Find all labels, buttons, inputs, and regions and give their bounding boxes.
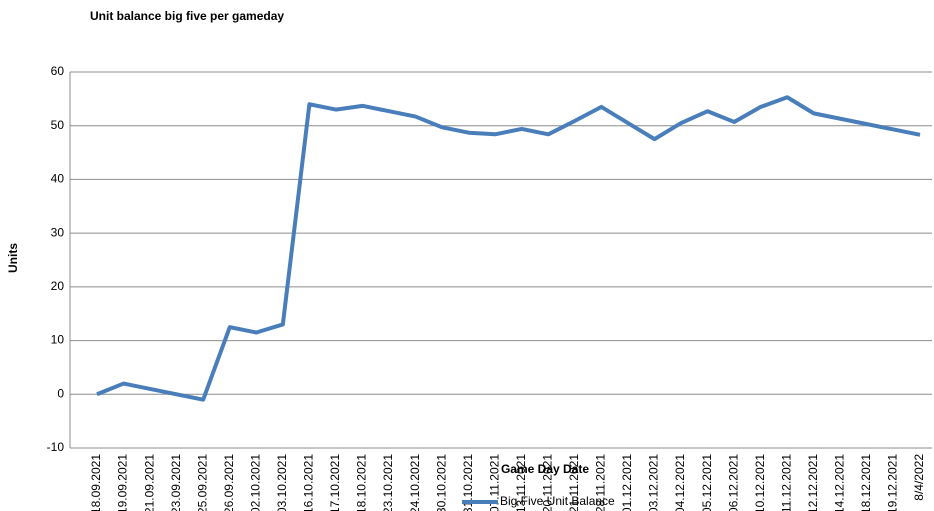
y-tick-label: 20 [51, 279, 65, 293]
x-tick-label: 18.09.2021 [89, 454, 103, 511]
x-tick-label: 03.10.2021 [275, 454, 289, 511]
x-tick-label: 16.10.2021 [302, 454, 316, 511]
x-tick-label: 23.09.2021 [169, 454, 183, 511]
x-tick-label: 30.10.2021 [434, 454, 448, 511]
data-line [96, 95, 921, 402]
x-tick-label: 28.11.2021 [594, 454, 608, 511]
x-tick-label: 23.10.2021 [381, 454, 395, 511]
x-tick-label: 14.12.2021 [833, 454, 847, 511]
x-tick-label: 13.11.2021 [514, 454, 528, 511]
x-axis-label: Game Day Date [501, 462, 589, 476]
y-axis-label: Units [6, 243, 20, 273]
y-tick-label: -10 [47, 440, 65, 454]
x-tick-label: 31.10.2021 [461, 454, 475, 511]
x-tick-label: 11.12.2021 [779, 454, 793, 511]
y-tick-label: 30 [51, 225, 65, 239]
y-tick-label: 0 [57, 386, 64, 400]
x-tick-label: 20.11.2021 [540, 454, 554, 511]
x-tick-label: 19.12.2021 [886, 454, 900, 511]
x-tick-label: 07.11.2021 [487, 454, 501, 511]
y-tick-label: 60 [51, 64, 65, 78]
y-tick-label: 10 [51, 333, 65, 347]
x-tick-label: 10.12.2021 [753, 454, 767, 511]
x-tick-label: 02.10.2021 [248, 454, 262, 511]
x-tick-label: 18.10.2021 [355, 454, 369, 511]
x-tick-label: 06.12.2021 [726, 454, 740, 511]
x-tick-label: 01.12.2021 [620, 454, 634, 511]
x-tick-label: 18.12.2021 [859, 454, 873, 511]
x-tick-label: 05.12.2021 [700, 454, 714, 511]
chart-title: Unit balance big five per gameday [90, 9, 284, 23]
x-tick-label: 17.10.2021 [328, 454, 342, 511]
x-tick-label: 25.09.2021 [195, 454, 209, 511]
x-tick-label: 24.10.2021 [408, 454, 422, 511]
x-tick-label: 03.12.2021 [647, 454, 661, 511]
x-tick-label: 12.12.2021 [806, 454, 820, 511]
x-tick-label: 04.12.2021 [673, 454, 687, 511]
x-tick-label: 19.09.2021 [116, 454, 130, 511]
y-tick-label: 50 [51, 118, 65, 132]
legend-label: Big Five Unit Balance [500, 494, 615, 508]
x-tick-label: 21.09.2021 [142, 454, 156, 511]
x-tick-label: 26.09.2021 [222, 454, 236, 511]
x-tick-label: 8/4/2022 [912, 454, 926, 501]
x-tick-label: 21.11.2021 [567, 454, 581, 511]
y-tick-label: 40 [51, 172, 65, 186]
